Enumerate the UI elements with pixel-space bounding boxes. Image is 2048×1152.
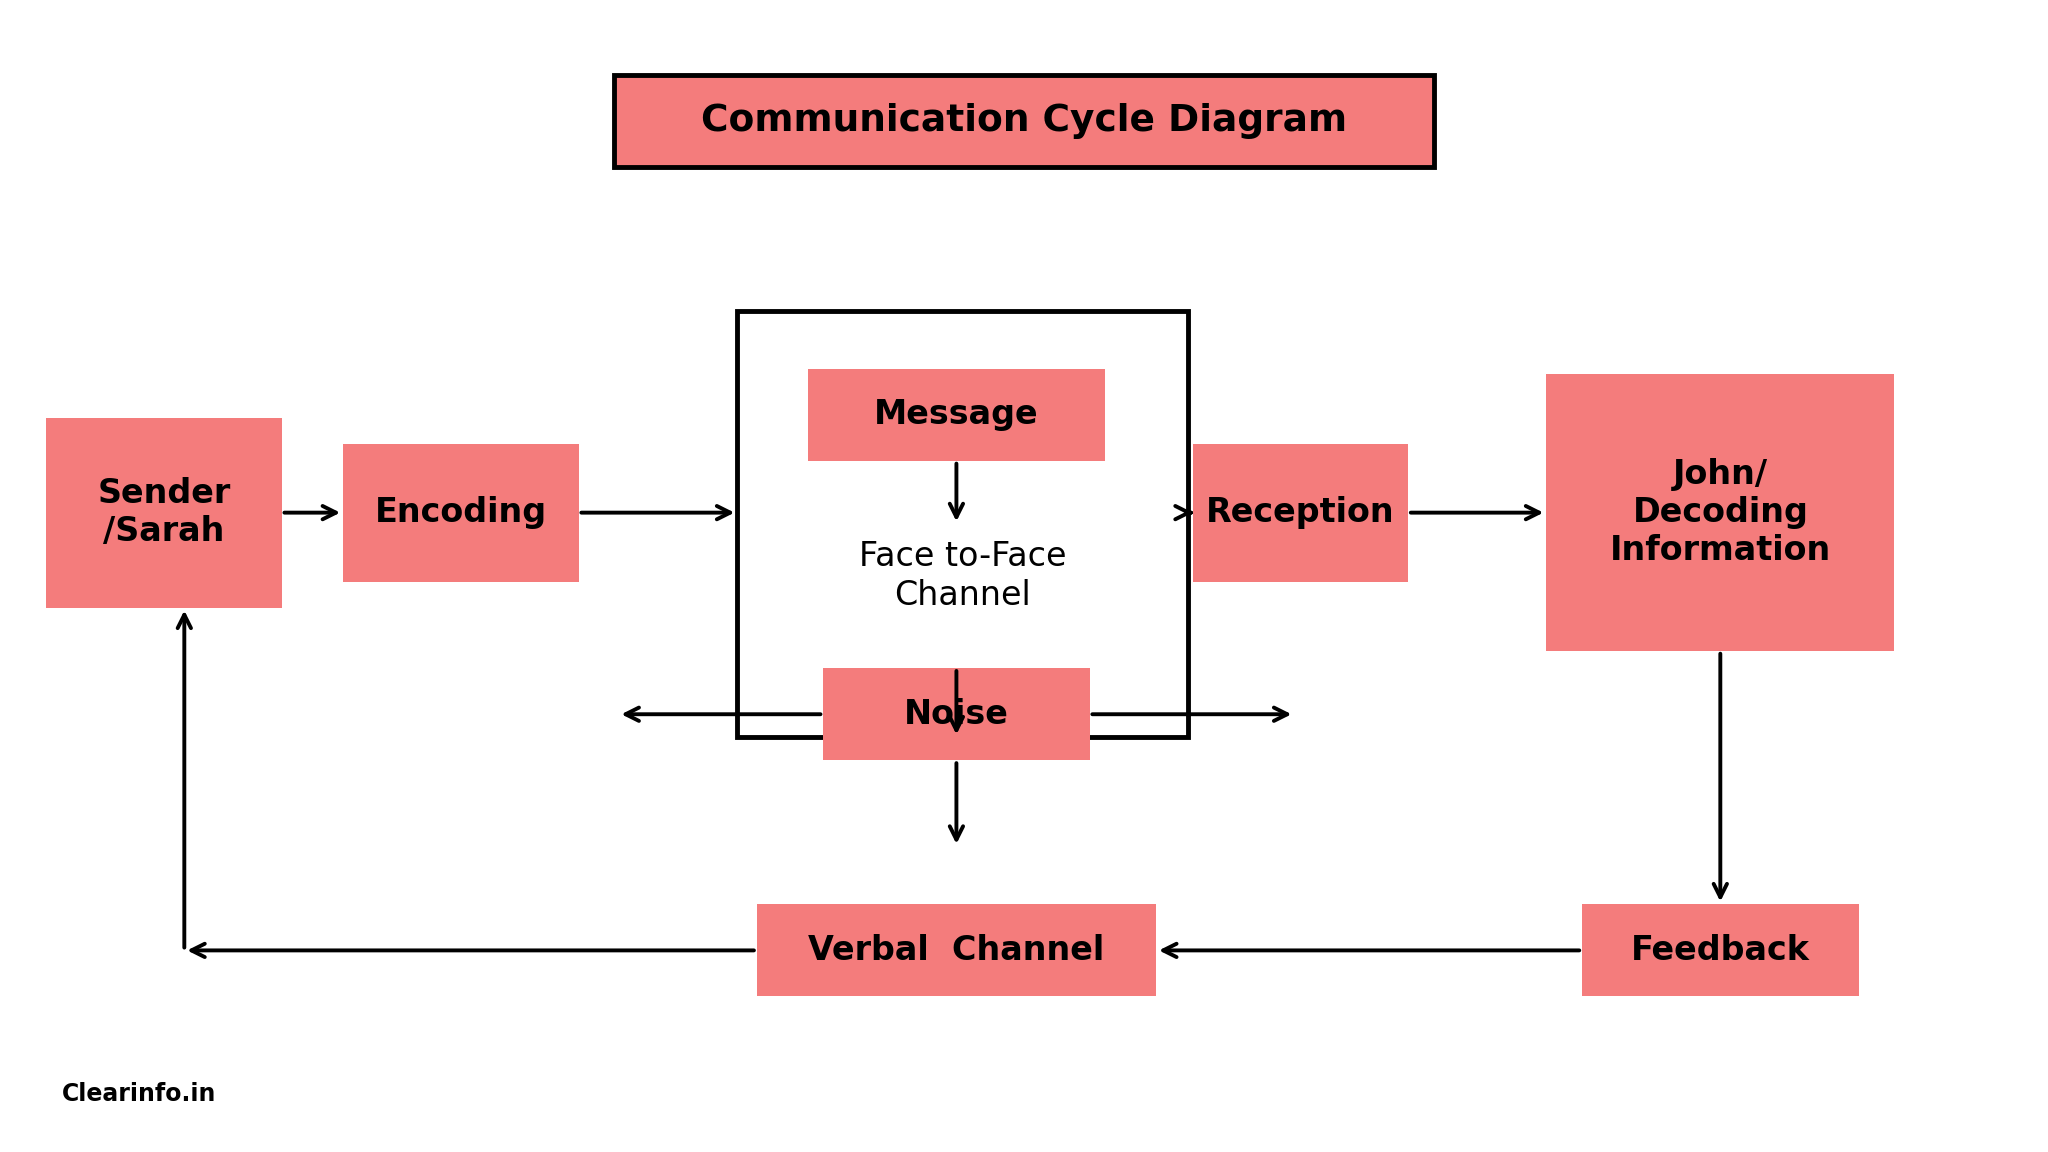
FancyBboxPatch shape (1581, 904, 1860, 996)
FancyBboxPatch shape (737, 311, 1188, 737)
Text: Feedback: Feedback (1630, 934, 1810, 967)
FancyBboxPatch shape (807, 369, 1106, 461)
Text: Encoding: Encoding (375, 497, 547, 529)
FancyBboxPatch shape (45, 417, 283, 608)
FancyBboxPatch shape (614, 75, 1434, 167)
Text: Message: Message (874, 399, 1038, 431)
Text: Clearinfo.in: Clearinfo.in (61, 1082, 215, 1106)
FancyBboxPatch shape (1546, 374, 1894, 651)
Text: Verbal  Channel: Verbal Channel (809, 934, 1104, 967)
FancyBboxPatch shape (344, 444, 580, 582)
Text: John/
Decoding
Information: John/ Decoding Information (1610, 458, 1831, 567)
Text: Reception: Reception (1206, 497, 1395, 529)
FancyBboxPatch shape (1192, 444, 1409, 582)
Text: Communication Cycle Diagram: Communication Cycle Diagram (700, 103, 1348, 139)
FancyBboxPatch shape (758, 904, 1155, 996)
Text: Sender
/Sarah: Sender /Sarah (96, 477, 231, 548)
FancyBboxPatch shape (823, 668, 1090, 760)
Text: Face to-Face
Channel: Face to-Face Channel (858, 540, 1067, 612)
Text: Noise: Noise (903, 698, 1010, 730)
